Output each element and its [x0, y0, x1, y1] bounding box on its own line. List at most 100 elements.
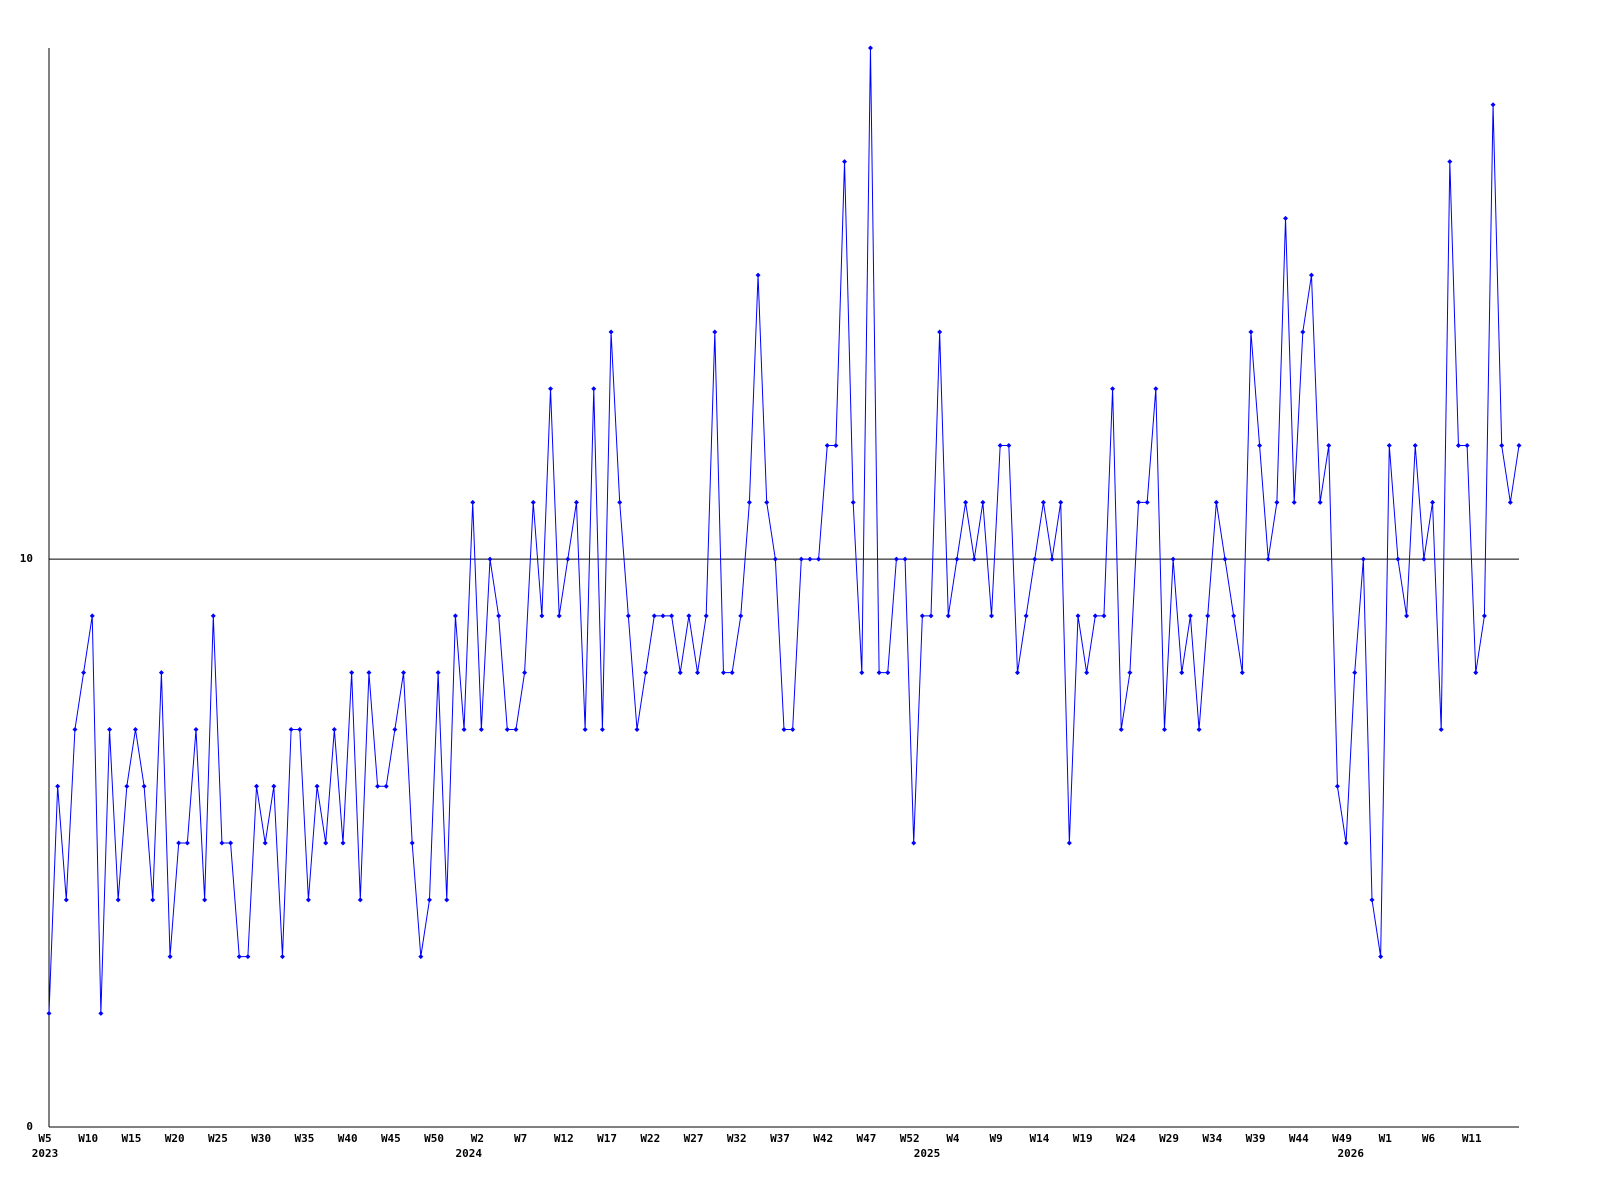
- x-tick-label: W17: [597, 1132, 617, 1145]
- data-point: [202, 897, 208, 903]
- x-tick-label: W27: [684, 1132, 704, 1145]
- data-point: [262, 840, 268, 846]
- data-point: [1058, 499, 1064, 505]
- data-point: [850, 499, 856, 505]
- data-point: [1170, 556, 1176, 562]
- data-point: [971, 556, 977, 562]
- data-point: [89, 613, 95, 619]
- x-tick-label: W14: [1029, 1132, 1049, 1145]
- data-point: [366, 670, 372, 676]
- x-tick-label: W49: [1332, 1132, 1352, 1145]
- data-point: [937, 329, 943, 335]
- x-tick-label: W29: [1159, 1132, 1179, 1145]
- data-point: [1473, 670, 1479, 676]
- x-tick-label: W10: [78, 1132, 98, 1145]
- data-point: [582, 726, 588, 732]
- x-tick-label: W5: [38, 1132, 51, 1145]
- data-point: [1257, 443, 1263, 449]
- data-point: [444, 897, 450, 903]
- x-tick-label: W19: [1073, 1132, 1093, 1145]
- data-point: [81, 670, 87, 676]
- x-tick-label: W7: [514, 1132, 527, 1145]
- data-point: [643, 670, 649, 676]
- data-point: [1274, 499, 1280, 505]
- x-tick-label: W42: [813, 1132, 833, 1145]
- data-point: [1161, 726, 1167, 732]
- data-point: [210, 613, 216, 619]
- x-tick-label: W24: [1116, 1132, 1136, 1145]
- x-tick-label: W4: [946, 1132, 960, 1145]
- data-point: [1084, 670, 1090, 676]
- year-label: 2024: [455, 1147, 482, 1160]
- data-point: [1412, 443, 1418, 449]
- data-point: [842, 159, 848, 165]
- data-point: [1066, 840, 1072, 846]
- x-tick-label: W1: [1379, 1132, 1393, 1145]
- x-tick-label: W35: [294, 1132, 314, 1145]
- data-point: [695, 670, 701, 676]
- data-point: [1265, 556, 1271, 562]
- data-point: [1032, 556, 1038, 562]
- data-point: [1430, 499, 1436, 505]
- data-point: [254, 783, 260, 789]
- data-point: [176, 840, 182, 846]
- data-point: [1153, 386, 1159, 392]
- data-point: [599, 726, 605, 732]
- data-point: [798, 556, 804, 562]
- data-point: [1231, 613, 1237, 619]
- data-point: [634, 726, 640, 732]
- x-tick-label: W20: [165, 1132, 185, 1145]
- data-point: [997, 443, 1003, 449]
- data-point: [530, 499, 536, 505]
- data-point: [141, 783, 147, 789]
- data-point: [1516, 443, 1522, 449]
- data-point: [1239, 670, 1245, 676]
- data-point: [989, 613, 995, 619]
- data-point: [383, 783, 389, 789]
- data-point: [1300, 329, 1306, 335]
- data-point: [738, 613, 744, 619]
- data-point: [461, 726, 467, 732]
- data-point: [314, 783, 320, 789]
- data-point: [392, 726, 398, 732]
- data-point: [1127, 670, 1133, 676]
- data-point: [1352, 670, 1358, 676]
- series-line: [48, 47, 1520, 1014]
- data-point: [1317, 499, 1323, 505]
- data-point: [746, 499, 752, 505]
- y-tick-label: 10: [20, 552, 33, 565]
- data-point: [522, 670, 528, 676]
- data-point: [158, 670, 164, 676]
- data-point: [46, 1010, 52, 1016]
- data-point: [833, 443, 839, 449]
- data-point: [591, 386, 597, 392]
- data-point: [1369, 897, 1375, 903]
- x-tick-label: W34: [1202, 1132, 1222, 1145]
- x-tick-label: W37: [770, 1132, 790, 1145]
- data-point: [496, 613, 502, 619]
- data-point: [1404, 613, 1410, 619]
- x-tick-label: W30: [251, 1132, 271, 1145]
- data-point: [1291, 499, 1297, 505]
- data-point: [885, 670, 891, 676]
- data-point: [435, 670, 441, 676]
- data-point: [1110, 386, 1116, 392]
- x-tick-label: W22: [640, 1132, 660, 1145]
- data-point: [1464, 443, 1470, 449]
- data-point: [720, 670, 726, 676]
- year-label: 2023: [32, 1147, 59, 1160]
- data-point: [426, 897, 432, 903]
- data-point: [1438, 726, 1444, 732]
- data-point: [305, 897, 311, 903]
- x-tick-label: W39: [1246, 1132, 1266, 1145]
- data-point: [1481, 613, 1487, 619]
- data-point: [945, 613, 951, 619]
- data-point: [1386, 443, 1392, 449]
- data-point: [1006, 443, 1012, 449]
- x-tick-label: W50: [424, 1132, 444, 1145]
- data-point: [357, 897, 363, 903]
- data-point: [781, 726, 787, 732]
- data-point: [1014, 670, 1020, 676]
- data-point: [1360, 556, 1366, 562]
- data-point: [1334, 783, 1340, 789]
